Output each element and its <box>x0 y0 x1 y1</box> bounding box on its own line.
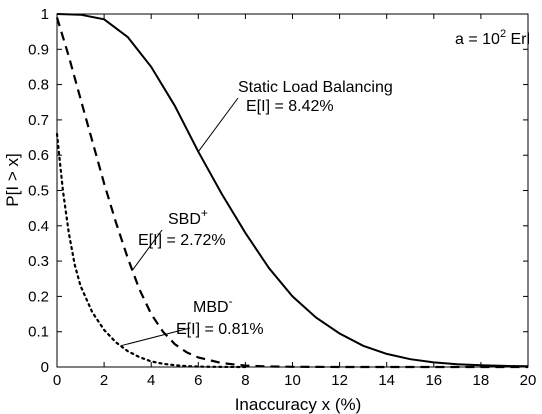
annotation-sbd-pointer <box>131 229 163 271</box>
annotation-sbd-title: SBD+ <box>168 206 208 228</box>
annotation-mbd-value: E[I] = 0.81% <box>176 321 264 338</box>
y-tick-label: 0.5 <box>28 183 49 200</box>
y-tick-label: 0.9 <box>28 41 49 58</box>
x-tick-label: 14 <box>378 372 395 389</box>
x-tick-label: 4 <box>147 372 155 389</box>
y-tick-label: 0.8 <box>28 77 49 94</box>
annotation-mbd-pointer <box>120 327 191 347</box>
x-tick-label: 16 <box>425 372 442 389</box>
x-tick-label: 6 <box>194 372 202 389</box>
annotation-mbd-sup: - <box>229 294 233 308</box>
corner-note-suffix: Erl <box>506 31 530 48</box>
x-tick-label: 18 <box>473 372 490 389</box>
x-tick-label: 0 <box>53 372 61 389</box>
y-tick-label: 0.4 <box>28 218 49 235</box>
x-tick-label: 2 <box>100 372 108 389</box>
series-line-sbd <box>55 17 528 369</box>
annotation-static-title: Static Load Balancing <box>238 79 393 96</box>
y-axis-label: P[I > x] <box>3 153 22 206</box>
annotation-static-pointer <box>197 97 239 152</box>
y-tick-label: 0.3 <box>28 253 49 270</box>
annotation-sbd-sup: + <box>201 206 208 220</box>
corner-note: a = 102 Erl <box>455 28 530 48</box>
corner-note-exponent: 2 <box>500 28 506 40</box>
y-tick-label: 0 <box>41 359 49 376</box>
series-layer <box>55 13 529 369</box>
corner-note-prefix: a = 10 <box>455 31 500 48</box>
x-axis-label: Inaccuracy x (%) <box>235 395 362 414</box>
y-tick-label: 0.7 <box>28 112 49 129</box>
x-tick-label: 8 <box>241 372 249 389</box>
plot-frame <box>56 13 529 368</box>
y-tick-label: 0.2 <box>28 288 49 305</box>
y-tick-label: 1 <box>41 6 49 23</box>
series-line-mbd <box>55 132 247 369</box>
series-line-static-load-balancing <box>56 13 529 368</box>
x-tick-label: 10 <box>284 372 301 389</box>
tick-layer: 0 2 4 6 8 10 12 14 16 18 2000.10.20.30.40.50.60.70… <box>28 6 536 389</box>
y-tick-label: 0.6 <box>28 147 49 164</box>
x-tick-label: 20 <box>520 372 537 389</box>
annotation-sbd-value: E[I] = 2.72% <box>138 232 226 249</box>
annotation-static-value: E[I] = 8.42% <box>246 98 334 115</box>
x-tick-label: 12 <box>331 372 348 389</box>
annotation-mbd-title: MBD- <box>193 294 233 316</box>
annotation-layer: Static Load Balancing E[I] = 8.42% SBD+ E[I… <box>120 79 393 347</box>
y-tick-label: 0.1 <box>28 324 49 341</box>
